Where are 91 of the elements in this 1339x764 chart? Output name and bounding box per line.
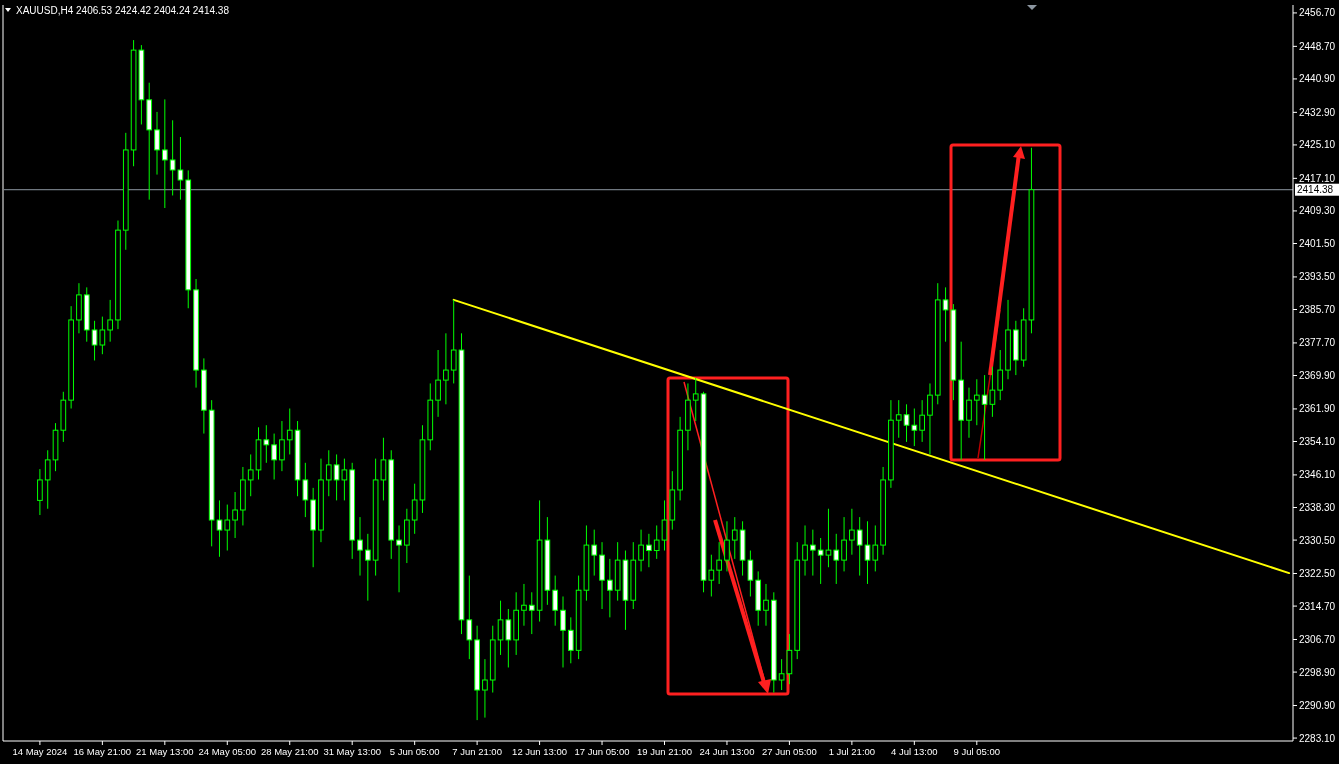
candlestick xyxy=(895,399,902,439)
candlestick xyxy=(279,420,285,472)
x-tick-label: 5 Jun 05:00 xyxy=(389,746,440,757)
candlestick xyxy=(607,558,613,618)
candlestick xyxy=(591,529,598,577)
candlestick xyxy=(161,98,168,209)
candlestick xyxy=(364,533,371,602)
y-tick-label: 2283.10 xyxy=(1299,732,1336,744)
candlestick xyxy=(716,541,722,585)
y-tick-label: 2393.50 xyxy=(1299,271,1336,283)
y-tick-label: 2322.50 xyxy=(1299,568,1336,579)
x-tick-label: 31 May 13:00 xyxy=(323,746,381,757)
candlestick xyxy=(872,524,879,572)
candlestick xyxy=(864,520,871,585)
y-tick-label: 2346.10 xyxy=(1299,469,1336,481)
x-tick-label: 17 Jun 05:00 xyxy=(574,746,630,757)
candlestick xyxy=(37,468,43,516)
x-tick-label: 12 Jun 13:00 xyxy=(512,746,568,757)
y-tick-label: 2385.70 xyxy=(1299,304,1336,316)
candlestick xyxy=(833,533,840,585)
candlestick xyxy=(435,349,441,418)
y-tick-label: 2448.70 xyxy=(1299,40,1336,52)
x-tick-label: 14 May 2024 xyxy=(12,746,68,757)
y-tick-label: 2377.70 xyxy=(1299,337,1336,349)
x-tick-label: 24 Jun 13:00 xyxy=(699,746,755,757)
y-tick-label: 2330.50 xyxy=(1299,534,1336,546)
y-tick-label: 2306.70 xyxy=(1299,634,1336,645)
candlestick xyxy=(44,449,51,510)
candlestick xyxy=(763,583,769,627)
y-tick-label: 2290.90 xyxy=(1299,699,1336,711)
x-tick-label: 7 Jun 21:00 xyxy=(452,746,502,757)
y-tick-label: 2369.90 xyxy=(1299,370,1336,382)
candlestick xyxy=(919,399,925,443)
candlestick xyxy=(528,591,535,635)
y-tick-label: 2354.10 xyxy=(1299,436,1336,447)
y-tick-label: 2338.30 xyxy=(1299,502,1336,513)
y-tick-label: 2409.30 xyxy=(1299,205,1336,217)
x-tick-label: 9 Jul 05:00 xyxy=(953,746,1001,757)
candlestick xyxy=(841,516,847,572)
candlestick xyxy=(357,516,363,577)
candlestick xyxy=(224,504,231,552)
candlestick xyxy=(661,499,668,552)
candlestick xyxy=(286,408,293,455)
candlestick xyxy=(325,449,332,497)
x-tick-label: 1 Jul 21:00 xyxy=(828,746,876,757)
candlestick xyxy=(154,111,160,176)
candlestick xyxy=(856,516,863,577)
y-tick-label: 2401.50 xyxy=(1299,238,1336,250)
candlestick xyxy=(802,524,808,577)
candlestick xyxy=(567,616,574,664)
candlestick xyxy=(724,520,730,572)
candlestick xyxy=(646,533,652,568)
x-tick-label: 4 Jul 13:00 xyxy=(891,746,938,757)
candlestick xyxy=(849,508,855,556)
candlestick xyxy=(966,387,972,439)
candlestick xyxy=(396,524,402,593)
y-tick-label: 2456.70 xyxy=(1299,7,1336,19)
candlestick xyxy=(482,658,488,719)
candlestick xyxy=(997,349,1004,401)
x-tick-label: 19 Jun 21:00 xyxy=(637,746,692,757)
y-tick-label: 2417.10 xyxy=(1299,172,1336,184)
candlestick xyxy=(638,529,644,572)
y-tick-label: 2425.10 xyxy=(1299,139,1336,151)
candlestick xyxy=(247,453,254,497)
x-tick-label: 21 May 13:00 xyxy=(136,746,194,757)
candlestick xyxy=(450,299,457,384)
y-tick-label: 2314.70 xyxy=(1299,600,1336,612)
candlestick xyxy=(466,575,473,660)
candlestick xyxy=(973,378,980,426)
y-tick-label: 2298.90 xyxy=(1299,666,1336,678)
candlestick xyxy=(560,595,566,668)
ref-line-label: 2414.38 xyxy=(1297,184,1334,196)
candlestick xyxy=(107,299,114,343)
y-tick-label: 2432.90 xyxy=(1299,106,1336,118)
candlestick xyxy=(653,524,660,560)
candlestick xyxy=(692,377,699,422)
candlestick xyxy=(810,529,816,577)
chart-title: XAUUSD,H4 2406.53 2424.42 2404.24 2414.38 xyxy=(16,5,230,16)
candlestick xyxy=(443,332,449,405)
y-tick-label: 2440.90 xyxy=(1299,73,1336,85)
x-tick-label: 24 May 05:00 xyxy=(198,746,257,757)
y-tick-label: 2361.90 xyxy=(1299,403,1336,415)
x-tick-label: 16 May 21:00 xyxy=(73,746,132,757)
candlestick xyxy=(731,516,738,560)
candlestick xyxy=(927,382,933,455)
candlestick xyxy=(232,491,238,539)
candlestick xyxy=(521,583,527,627)
x-tick-label: 28 May 21:00 xyxy=(260,746,319,757)
candlestick xyxy=(552,575,559,627)
candlestick xyxy=(271,433,277,481)
x-tick-label: 27 Jun 05:00 xyxy=(761,746,817,757)
